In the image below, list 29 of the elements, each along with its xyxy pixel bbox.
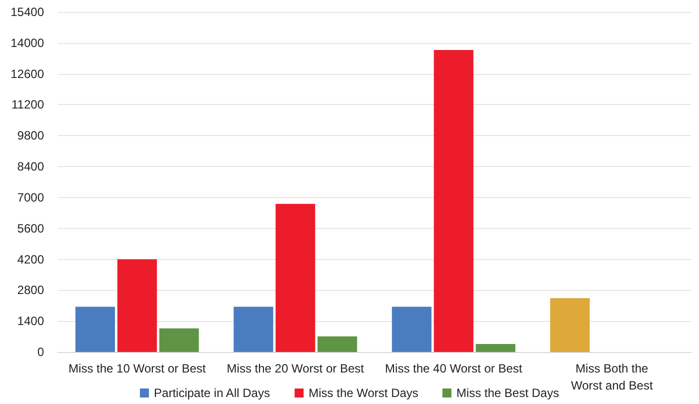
bar (75, 306, 115, 352)
y-tick-label: 12600 (10, 66, 44, 81)
legend-label: Miss the Best Days (456, 386, 560, 400)
y-tick-label: 8400 (17, 160, 44, 174)
x-tick-label: Miss the 40 Worst or Best (385, 362, 523, 376)
y-tick-label: 14000 (10, 36, 44, 50)
y-tick-label: 0 (37, 345, 44, 359)
y-tick-label: 2800 (17, 283, 44, 298)
bar (276, 204, 316, 352)
y-tick-label: 4200 (17, 252, 44, 266)
bar (318, 336, 358, 352)
y-tick-label: 5600 (17, 221, 44, 236)
bar (434, 50, 474, 352)
y-tick-label: 11200 (12, 98, 44, 112)
y-tick-label: 7000 (17, 190, 44, 204)
legend-label: Miss the Worst Days (308, 386, 418, 400)
x-tick-label: Miss the 10 Worst or Best (68, 362, 206, 376)
bar (117, 259, 157, 352)
bar (234, 306, 274, 352)
y-tick-label: 9800 (17, 128, 44, 143)
y-tick-label: 1400 (17, 314, 44, 328)
bar (159, 328, 199, 352)
bar (476, 344, 516, 352)
y-tick-label: 15400 (10, 5, 44, 19)
x-tick-label: Miss the 20 Worst or Best (226, 362, 365, 376)
bar (550, 298, 590, 352)
x-tick-label: Miss Both the Worst and Best (570, 362, 654, 392)
legend-label: Participate in All Days (154, 386, 270, 400)
bar (392, 306, 432, 352)
